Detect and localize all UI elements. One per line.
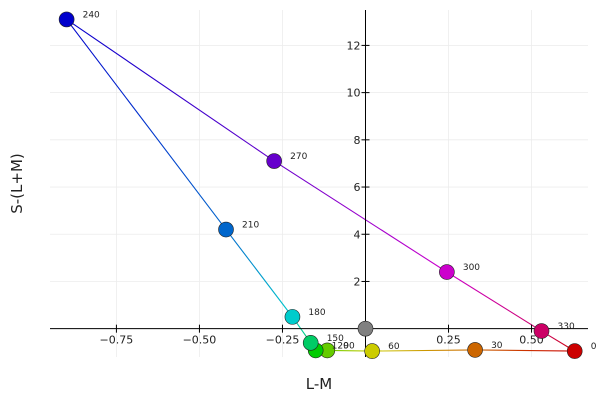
connecting-line (66, 19, 227, 230)
point-label: 270 (290, 152, 307, 162)
point-label: 180 (308, 308, 325, 318)
connecting-line (446, 271, 542, 332)
point-label: 210 (242, 221, 259, 231)
x-tick-label: −0.50 (183, 334, 217, 347)
y-tick-label: 12 (346, 39, 360, 52)
data-point (266, 153, 282, 169)
data-point (218, 221, 234, 238)
y-tick-label: 4 (353, 228, 360, 241)
data-point (364, 343, 380, 359)
data-point (533, 323, 550, 339)
connecting-line (273, 160, 448, 273)
data-point (566, 343, 583, 359)
y-tick-label: 8 (353, 134, 360, 147)
x-axis-title: L-M (306, 375, 332, 393)
point-label: 300 (463, 263, 480, 273)
point-label: 150 (327, 334, 344, 344)
connecting-line (475, 349, 575, 352)
x-tick-label: −0.25 (266, 334, 300, 347)
data-point (467, 342, 483, 358)
connecting-line (372, 349, 476, 352)
data-point (439, 264, 455, 280)
connecting-lines (66, 18, 576, 352)
x-tick-label: 0.25 (436, 334, 461, 347)
point-label: 120 (332, 341, 349, 351)
data-point (58, 11, 75, 28)
y-tick-label: 2 (353, 275, 360, 288)
point-label: 90 (343, 341, 355, 351)
point-label: 60 (388, 342, 400, 352)
y-axis-title: S-(L+M) (8, 153, 26, 214)
connecting-line (66, 18, 275, 162)
point-label: 0 (591, 342, 597, 352)
x-tick-label: −0.75 (100, 334, 134, 347)
point-label: 240 (83, 10, 100, 20)
point-label: 330 (558, 322, 575, 332)
data-points (58, 11, 583, 359)
data-point (284, 309, 301, 325)
y-tick-label: 6 (353, 181, 360, 194)
data-point (302, 335, 319, 351)
point-label: 30 (491, 341, 503, 351)
connecting-line (225, 229, 293, 318)
grid (50, 10, 588, 357)
y-tick-label: 10 (346, 87, 360, 100)
center-point (357, 320, 374, 337)
